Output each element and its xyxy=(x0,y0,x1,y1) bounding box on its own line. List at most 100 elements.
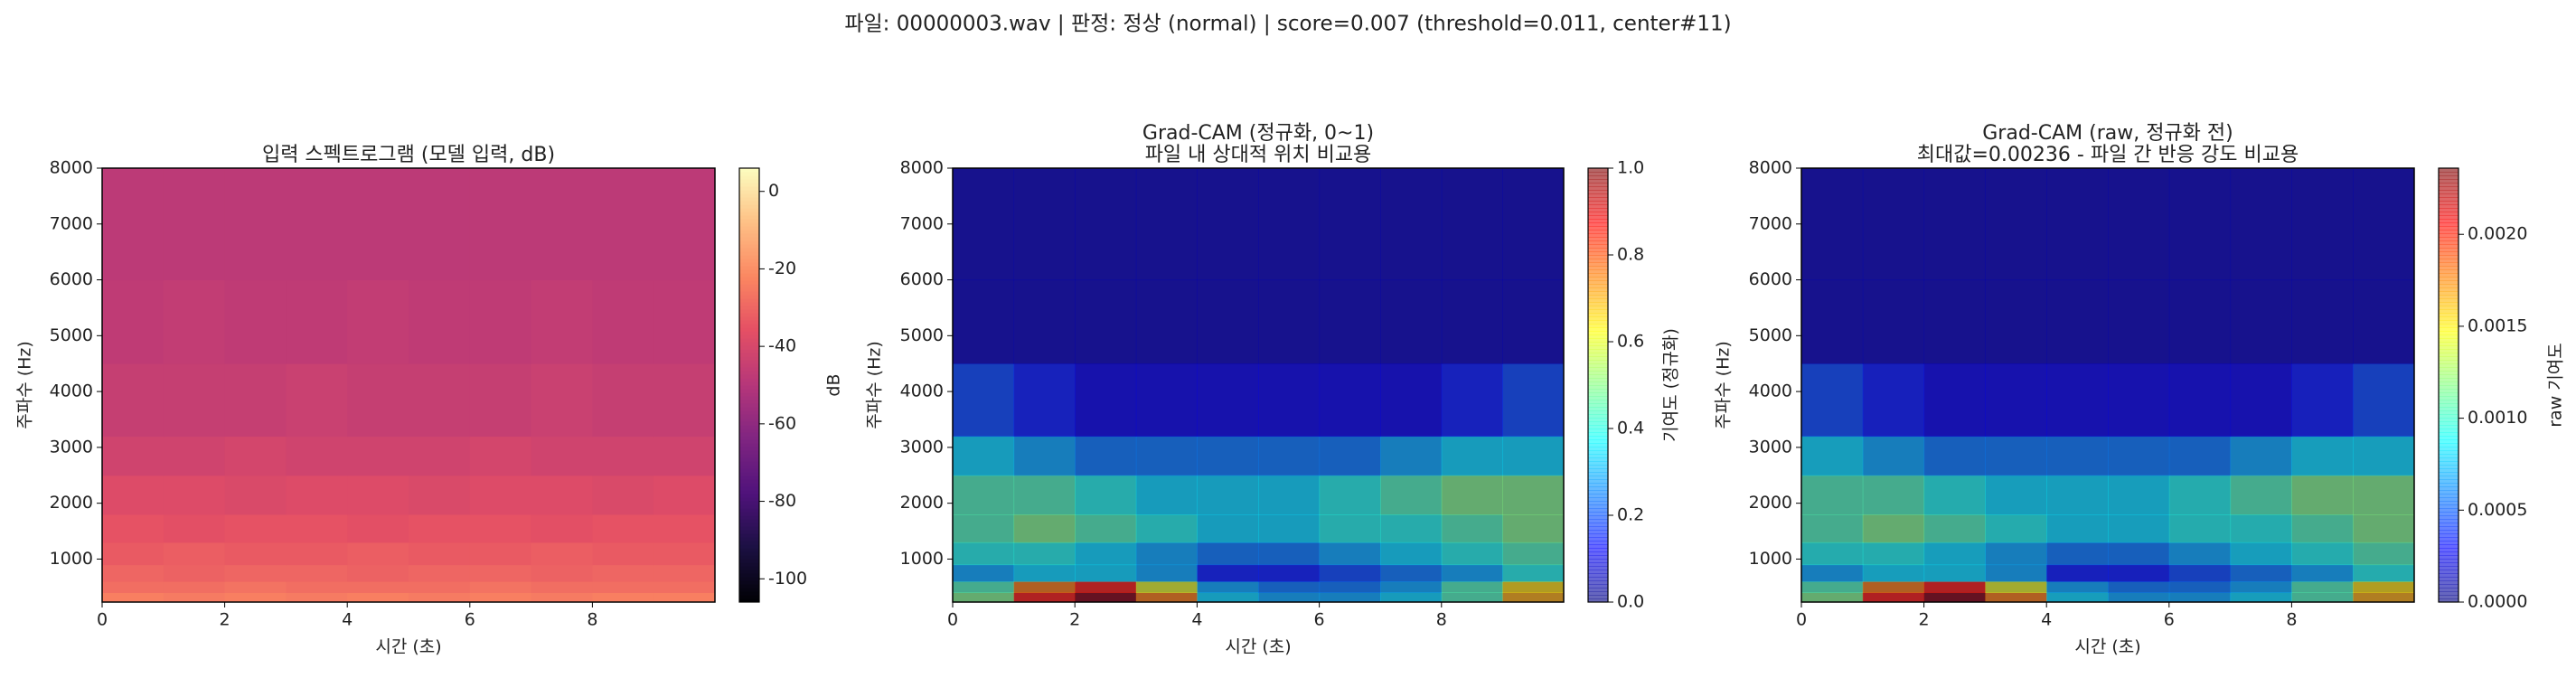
colorbar-gradient xyxy=(739,338,759,343)
colorbar-gradient xyxy=(739,515,759,520)
heatmap-cell xyxy=(2230,581,2292,593)
heatmap-cell xyxy=(2046,581,2109,593)
heatmap-cell xyxy=(1985,168,2047,281)
colorbar-gradient xyxy=(1588,248,1608,252)
heatmap-cell xyxy=(1801,541,1864,566)
y-axis-label: 주파수 (Hz) xyxy=(15,341,35,429)
heatmap-cell xyxy=(1319,564,1381,582)
heatmap-cell xyxy=(1075,514,1137,543)
colorbar-gradient xyxy=(739,454,759,458)
heatmap-cell xyxy=(1197,168,1259,281)
colorbar-label: dB xyxy=(824,373,844,396)
colorbar-gradient xyxy=(2439,240,2458,245)
colorbar-gradient xyxy=(2439,403,2458,408)
heatmap-cell xyxy=(2353,592,2415,603)
heatmap-cell xyxy=(1502,279,1565,364)
colorbar-gradient xyxy=(2439,363,2458,368)
colorbar-gradient xyxy=(2439,396,2458,400)
y-tick-label: 8000 xyxy=(50,158,93,178)
heatmap-cell xyxy=(2291,592,2354,603)
colorbar-gradient xyxy=(1588,432,1608,437)
heatmap-cell xyxy=(531,581,593,593)
heatmap-cell xyxy=(953,564,1015,582)
heatmap-cell xyxy=(2353,168,2415,281)
heatmap-cell xyxy=(1075,475,1137,515)
colorbar-gradient xyxy=(2439,244,2458,249)
heatmap-cell xyxy=(2168,564,2232,582)
heatmap-cell xyxy=(2353,475,2415,515)
heatmap-cell xyxy=(592,436,654,476)
heatmap-cell xyxy=(1923,363,1986,438)
heatmap-cell xyxy=(347,581,409,593)
heatmap-cell xyxy=(531,514,593,543)
colorbar-gradient xyxy=(1588,396,1608,400)
colorbar-gradient xyxy=(1588,468,1608,473)
colorbar-gradient xyxy=(1588,523,1608,527)
colorbar-gradient xyxy=(739,580,759,585)
heatmap-cell xyxy=(2291,436,2354,476)
heatmap-cell xyxy=(953,592,1015,603)
y-tick-label: 4000 xyxy=(50,381,93,401)
heatmap-cell xyxy=(1013,168,1076,281)
colorbar-gradient xyxy=(2439,313,2458,317)
heatmap-cell xyxy=(1319,541,1381,566)
colorbar-gradient xyxy=(1588,349,1608,353)
colorbar-tick-label: 0.8 xyxy=(1617,245,1644,265)
colorbar-gradient xyxy=(2439,468,2458,473)
colorbar-gradient xyxy=(2439,338,2458,343)
heatmap-cell xyxy=(286,581,348,593)
colorbar-gradient xyxy=(739,172,759,176)
colorbar-gradient xyxy=(2439,316,2458,321)
colorbar-gradient xyxy=(1588,407,1608,411)
heatmap-cell xyxy=(2353,581,2415,593)
colorbar-gradient xyxy=(2439,490,2458,494)
heatmap-cell xyxy=(347,279,409,364)
colorbar-tick-label: -60 xyxy=(768,413,796,433)
colorbar-gradient xyxy=(2439,497,2458,502)
colorbar-gradient xyxy=(2439,215,2458,220)
heatmap-cell xyxy=(1985,581,2047,593)
heatmap-cell xyxy=(2046,436,2109,476)
colorbar-gradient xyxy=(739,349,759,353)
heatmap-cell xyxy=(2230,541,2292,566)
colorbar-gradient xyxy=(1588,298,1608,303)
heatmap-cell xyxy=(1197,279,1259,364)
colorbar-gradient xyxy=(1588,439,1608,444)
heatmap-cell xyxy=(592,475,654,515)
heatmap-cell xyxy=(1923,514,1986,543)
heatmap-cell xyxy=(409,592,471,603)
colorbar-gradient xyxy=(1588,251,1608,256)
colorbar-gradient xyxy=(739,494,759,498)
heatmap-cell xyxy=(531,564,593,582)
colorbar-gradient xyxy=(1588,371,1608,375)
heatmap-cell xyxy=(1502,475,1565,515)
colorbar-gradient xyxy=(2439,476,2458,480)
colorbar-gradient xyxy=(2439,345,2458,350)
colorbar-gradient xyxy=(2439,360,2458,364)
heatmap-cell xyxy=(592,514,654,543)
colorbar-gradient xyxy=(739,222,759,227)
colorbar-tick-label: 0 xyxy=(768,181,779,201)
colorbar-gradient xyxy=(739,425,759,429)
heatmap-cell xyxy=(1319,514,1381,543)
heatmap-cell xyxy=(2230,592,2292,603)
colorbar-gradient xyxy=(2439,298,2458,303)
colorbar-gradient xyxy=(739,523,759,527)
heatmap-cell xyxy=(953,475,1015,515)
colorbar-gradient xyxy=(1588,208,1608,212)
colorbar-gradient xyxy=(739,309,759,314)
heatmap-cell xyxy=(1258,279,1321,364)
heatmap-cell xyxy=(2046,168,2109,281)
colorbar-gradient xyxy=(1588,598,1608,603)
heatmap-cell xyxy=(1135,514,1198,543)
colorbar-gradient xyxy=(2439,410,2458,415)
colorbar-gradient xyxy=(2439,324,2458,328)
heatmap-cell xyxy=(1380,592,1443,603)
colorbar-gradient xyxy=(1588,436,1608,440)
colorbar-gradient xyxy=(739,179,759,184)
heatmap-cell xyxy=(1862,436,1925,476)
colorbar-gradient xyxy=(1588,262,1608,267)
colorbar-gradient xyxy=(1588,360,1608,364)
colorbar-gradient xyxy=(1588,504,1608,509)
colorbar-gradient xyxy=(2439,349,2458,353)
